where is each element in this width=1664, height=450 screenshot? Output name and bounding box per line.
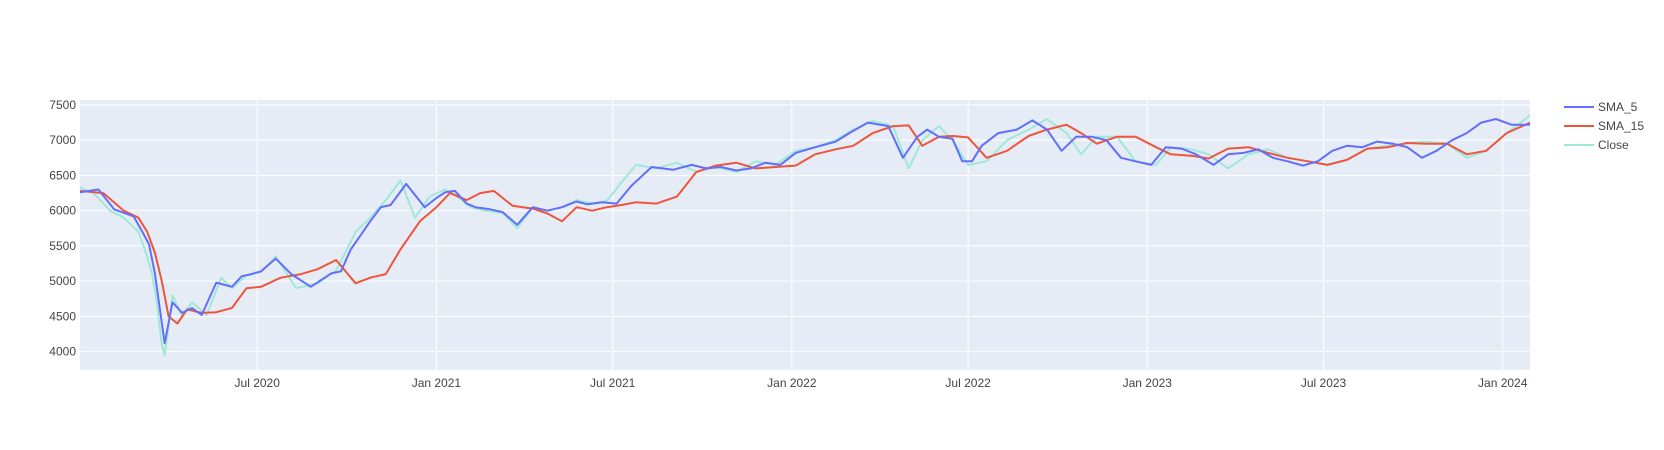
y-tick-label: 5000 [49,274,76,288]
x-axis-ticks: Jul 2020 Jan 2021 Jul 2021 Jan 2022 Jul 2022… [235,376,1528,390]
y-tick-label: 4000 [49,345,76,359]
x-tick-label: Jan 2021 [412,376,462,390]
legend-label: Close [1598,138,1629,152]
legend-item-sma-15[interactable]: SMA_15 [1564,119,1644,133]
legend-item-sma-5[interactable]: SMA_5 [1564,100,1638,114]
series-lines [79,114,1531,357]
x-tick-label: Jan 2023 [1123,376,1173,390]
y-tick-label: 5500 [49,239,76,253]
y-tick-label: 6000 [49,204,76,218]
x-tick-label: Jul 2020 [235,376,281,390]
legend-label: SMA_5 [1598,100,1638,114]
legend-label: SMA_15 [1598,119,1644,133]
y-tick-label: 7000 [49,133,76,147]
y-tick-label: 4500 [49,309,76,323]
legend-item-close[interactable]: Close [1564,138,1629,152]
y-tick-label: 7500 [49,98,76,112]
x-tick-label: Jul 2023 [1301,376,1347,390]
x-tick-label: Jan 2024 [1478,376,1528,390]
plot-background [80,100,1530,370]
x-tick-label: Jan 2022 [767,376,817,390]
x-tick-label: Jul 2021 [590,376,636,390]
y-axis-ticks: 4000 4500 5000 5500 6000 6500 7000 7500 [49,98,76,359]
legend[interactable]: SMA_5 SMA_15 Close [1564,100,1644,152]
y-tick-label: 6500 [49,168,76,182]
series-line-sma-15 [79,121,1531,325]
series-line-sma-5 [79,118,1530,345]
x-tick-label: Jul 2022 [945,376,991,390]
